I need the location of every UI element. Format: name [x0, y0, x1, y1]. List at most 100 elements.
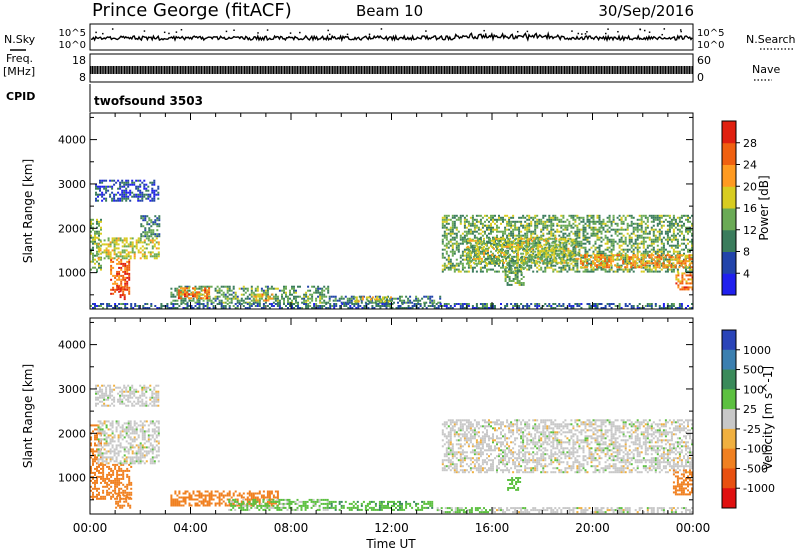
scatter-cell	[680, 305, 683, 307]
scatter-cell	[129, 506, 132, 509]
scatter-cell	[431, 303, 434, 305]
scatter-cell	[674, 250, 677, 253]
scatter-cell	[429, 297, 432, 300]
scatter-cell	[122, 278, 125, 281]
scatter-cell	[112, 479, 115, 482]
scatter-cell	[626, 222, 629, 225]
scatter-cell	[289, 293, 291, 296]
scatter-cell	[334, 297, 337, 300]
scatter-cell	[96, 469, 98, 472]
scatter-cell	[634, 234, 637, 237]
scatter-cell	[114, 465, 117, 468]
scatter-cell	[130, 307, 133, 309]
scatter-cell	[262, 293, 265, 296]
scatter-cell	[578, 303, 581, 305]
scatter-cell	[441, 242, 444, 245]
scatter-cell	[652, 230, 655, 233]
scatter-cell	[119, 500, 122, 503]
scatter-cell	[210, 301, 213, 304]
scatter-cell	[580, 220, 583, 223]
scatter-cell	[94, 428, 96, 431]
scatter-cell	[622, 248, 625, 251]
scatter-cell	[389, 305, 392, 307]
scatter-cell	[582, 218, 585, 221]
scatter-cell	[379, 298, 382, 301]
scatter-cell	[630, 216, 633, 219]
scatter-cell	[102, 473, 105, 476]
scatter-cell	[542, 216, 545, 219]
scatter-cell	[240, 293, 243, 296]
scatter-cell	[451, 252, 454, 255]
scatter-cell	[592, 230, 595, 233]
scatter-cell	[333, 307, 336, 309]
scatter-cell	[457, 262, 460, 265]
scatter-cell	[610, 264, 613, 267]
scatter-cell	[248, 307, 251, 309]
scatter-cell	[111, 249, 114, 252]
scatter-cell	[527, 241, 530, 244]
scatter-cell	[117, 239, 120, 242]
scatter-cell	[202, 307, 205, 309]
scatter-cell	[143, 257, 146, 260]
scatter-cell	[107, 245, 110, 248]
scatter-cell	[512, 216, 515, 219]
scatter-cell	[334, 295, 337, 298]
scatter-cell	[478, 237, 481, 240]
scatter-cell	[139, 183, 142, 186]
scatter-cell	[590, 216, 593, 219]
scatter-cell	[139, 191, 142, 194]
scatter-cell	[151, 245, 154, 248]
scatter-cell	[153, 191, 156, 194]
scatter-cell	[409, 301, 412, 304]
scatter-cell	[130, 491, 133, 494]
scatter-cell	[602, 238, 605, 241]
scatter-cell	[576, 224, 579, 227]
scatter-cell	[624, 305, 627, 307]
scatter-cell	[496, 242, 498, 245]
scatter-cell	[580, 240, 583, 243]
scatter-cell	[581, 264, 584, 267]
scatter-cell	[353, 305, 356, 307]
scatter-cell	[121, 251, 124, 254]
scatter-cell	[465, 234, 468, 237]
scatter-cell	[119, 253, 122, 256]
scatter-cell	[457, 216, 460, 219]
scatter-cell	[535, 247, 538, 250]
scatter-cell	[137, 249, 140, 252]
scatter-cell	[105, 243, 108, 246]
scatter-cell	[534, 226, 537, 229]
scatter-cell	[616, 242, 619, 245]
scatter-cell	[517, 253, 520, 256]
scatter-cell	[457, 230, 460, 233]
scatter-cell	[441, 256, 444, 259]
scatter-cell	[493, 243, 495, 246]
scatter-cell	[198, 305, 201, 307]
scatter-cell	[461, 303, 464, 305]
scatter-cell	[584, 254, 586, 257]
scatter-cell	[525, 251, 528, 254]
scatter-cell	[567, 239, 570, 242]
scatter-cell	[576, 214, 579, 217]
scatter-cell	[636, 218, 639, 221]
scatter-cell	[465, 230, 468, 233]
scatter-cell	[517, 237, 520, 240]
scatter-cell	[129, 257, 132, 260]
scatter-cell	[514, 274, 517, 276]
scatter-cell	[348, 297, 351, 300]
scatter-cell	[568, 264, 571, 267]
scatter-cell	[152, 221, 155, 224]
scatter-cell	[634, 228, 637, 231]
scatter-cell	[565, 249, 568, 252]
scatter-cell	[654, 250, 657, 253]
scatter-cell	[109, 245, 112, 248]
scatter-cell	[505, 257, 508, 260]
scatter-cell	[542, 222, 545, 225]
scatter-cell	[479, 252, 482, 255]
scatter-cell	[141, 193, 144, 196]
scatter-cell	[688, 254, 691, 257]
scatter-cell	[691, 238, 693, 241]
scatter-cell	[255, 297, 258, 300]
scatter-cell	[576, 244, 579, 247]
scatter-cell	[616, 268, 619, 271]
scatter-cell	[632, 266, 635, 269]
